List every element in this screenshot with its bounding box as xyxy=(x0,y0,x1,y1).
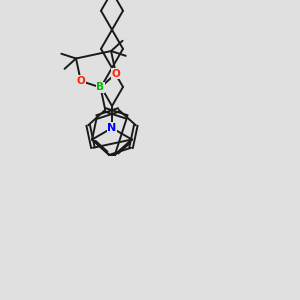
Text: O: O xyxy=(76,76,85,86)
Text: N: N xyxy=(107,123,117,133)
Text: O: O xyxy=(112,68,120,79)
Text: B: B xyxy=(97,82,104,92)
